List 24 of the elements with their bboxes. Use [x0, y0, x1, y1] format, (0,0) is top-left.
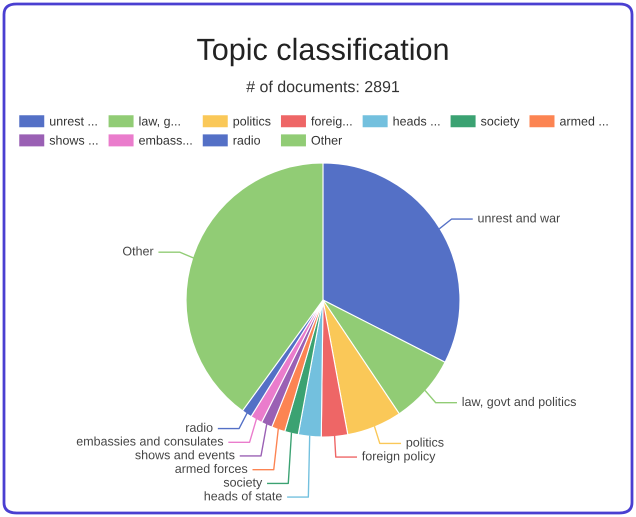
text: embassies and consulates [76, 436, 224, 446]
legend-label: armed ... [560, 116, 608, 126]
legend-label: heads ... [394, 116, 440, 126]
chart-subtitle: # of documents: 2891 [246, 80, 400, 92]
legend-label: embass... [139, 136, 192, 145]
text: foreign policy [362, 451, 436, 463]
text: unrest and war [478, 213, 560, 222]
legend-label: politics [234, 116, 271, 128]
legend-label: society [480, 116, 520, 128]
slice-label: radio [186, 422, 213, 432]
slice-label: politics [406, 438, 444, 450]
text: law, govt and politics [462, 396, 576, 409]
text: armed forces [175, 464, 248, 474]
text: shows and events [135, 450, 235, 460]
legend-label: law, g... [139, 116, 180, 128]
slice-label: society [224, 478, 262, 490]
legend-label: unrest ... [50, 117, 97, 126]
slice-label: Other [122, 246, 154, 256]
legend-label: radio [234, 136, 260, 145]
legend-label: shows ... [50, 136, 98, 145]
legend-label: foreig... [311, 116, 352, 128]
legend-label: Other [312, 136, 342, 145]
chart-title: Topic classification [197, 38, 448, 66]
text: heads of state [204, 491, 282, 500]
